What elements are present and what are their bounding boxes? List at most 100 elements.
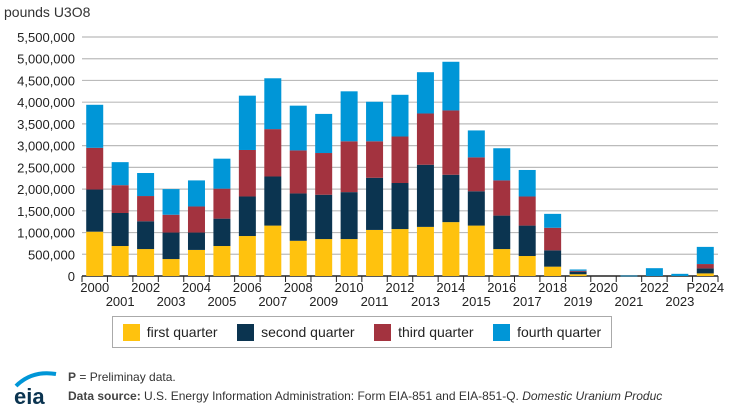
bar-segment-fourth-quarter (238, 95, 256, 150)
bar-segment-first-quarter (162, 259, 180, 276)
bar-segment-third-quarter (238, 149, 256, 197)
bar-segment-third-quarter (162, 214, 180, 233)
x-tick-label: 2006 (233, 280, 262, 295)
bar-segment-second-quarter (467, 191, 485, 226)
bar-segment-second-quarter (238, 196, 256, 237)
bar-segment-fourth-quarter (213, 158, 231, 189)
x-tick-label: 2004 (182, 280, 211, 295)
bar-segment-first-quarter (340, 239, 358, 276)
bar-segment-fourth-quarter (518, 169, 536, 197)
x-tick-label: 2012 (386, 280, 415, 295)
bar-segment-fourth-quarter (111, 162, 129, 186)
x-tick-label: 2007 (258, 294, 287, 309)
legend-item[interactable]: fourth quarter (493, 323, 601, 341)
bar-segment-fourth-quarter (696, 246, 714, 265)
y-tick-label: 2,000,000 (17, 182, 75, 197)
bar-segment-third-quarter (213, 188, 231, 219)
bar-segment-first-quarter (238, 236, 256, 276)
bar-segment-second-quarter (442, 174, 460, 223)
stacked-bar-chart: 0 500,000 1,000,000 1,500,000 2,000,000 2,500… (17, 30, 724, 309)
bar-segment-fourth-quarter (493, 148, 511, 181)
bar-segment-third-quarter (111, 185, 129, 213)
bar-segment-third-quarter (86, 147, 104, 190)
bar-segment-first-quarter (86, 231, 104, 276)
x-tick-label: 2019 (564, 294, 593, 309)
x-tick-label: 2008 (284, 280, 313, 295)
x-tick-label: 2014 (436, 280, 465, 295)
bar-segment-first-quarter (111, 246, 129, 276)
bar-segment-third-quarter (696, 264, 714, 269)
legend-label: third quarter (398, 324, 474, 340)
footer: eia P = Preliminay data. Data source: U.… (0, 366, 730, 411)
bar-segment-fourth-quarter (671, 273, 689, 276)
y-tick-label: 5,000,000 (17, 52, 75, 67)
data-source: Data source: U.S. Energy Information Adm… (68, 389, 663, 403)
bar-segment-first-quarter (442, 222, 460, 276)
legend-swatch (493, 323, 511, 341)
x-tick-label: 2000 (80, 280, 109, 295)
x-tick-label: 2023 (665, 294, 694, 309)
bar-segment-first-quarter (289, 240, 307, 276)
bar-segment-third-quarter (569, 270, 587, 272)
bar-segment-second-quarter (289, 193, 307, 241)
y-tick-label: 5,500,000 (17, 30, 75, 45)
bar-segment-third-quarter (187, 206, 205, 233)
y-tick-label: 4,000,000 (17, 95, 75, 110)
y-tick-label: 1,000,000 (17, 226, 75, 241)
bar-segment-fourth-quarter (569, 269, 587, 271)
x-tick-label: 2020 (589, 280, 618, 295)
bar-segment-fourth-quarter (620, 275, 638, 277)
preliminary-note: P = Preliminay data. (68, 370, 176, 384)
bar-segment-first-quarter (213, 246, 231, 276)
y-tick-label: 0 (68, 269, 75, 284)
legend-swatch (237, 323, 255, 341)
y-tick-label: 1,500,000 (17, 204, 75, 219)
bar-segment-third-quarter (137, 196, 155, 222)
bar-segment-fourth-quarter (315, 113, 333, 154)
legend-swatch (374, 323, 392, 341)
x-tick-label: 2003 (157, 294, 186, 309)
bar-segment-second-quarter (264, 176, 282, 226)
bar-segment-third-quarter (518, 196, 536, 226)
bar-segment-second-quarter (315, 194, 333, 240)
bar-segment-fourth-quarter (416, 72, 434, 114)
bar-segment-fourth-quarter (544, 213, 562, 228)
bar-segment-first-quarter (569, 274, 587, 276)
bar-segment-fourth-quarter (340, 91, 358, 142)
bar-segment-fourth-quarter (264, 78, 282, 130)
y-tick-label: 3,000,000 (17, 139, 75, 154)
bar-segment-first-quarter (467, 225, 485, 276)
legend-item[interactable]: first quarter (122, 323, 218, 341)
bar-segment-fourth-quarter (289, 105, 307, 151)
bar-segment-second-quarter (213, 218, 231, 247)
bar-segment-fourth-quarter (645, 268, 663, 276)
bar-segment-first-quarter (518, 256, 536, 276)
bar-segment-fourth-quarter (391, 94, 409, 137)
bar-segment-third-quarter (289, 150, 307, 194)
bar-segment-first-quarter (544, 266, 562, 276)
bar-segment-second-quarter (544, 250, 562, 267)
bar-segment-fourth-quarter (187, 180, 205, 207)
x-tick-label: 2010 (335, 280, 364, 295)
bar-segment-second-quarter (391, 183, 409, 230)
bar-segment-third-quarter (366, 141, 384, 178)
x-tick-label: 2016 (487, 280, 516, 295)
bar-segment-second-quarter (340, 192, 358, 240)
legend-item[interactable]: second quarter (237, 323, 355, 341)
legend-item[interactable]: third quarter (374, 323, 474, 341)
bar-segment-second-quarter (111, 212, 129, 247)
bar-segment-second-quarter (366, 177, 384, 230)
bar-segment-third-quarter (315, 153, 333, 195)
bar-segment-third-quarter (467, 157, 485, 192)
legend: first quarter second quarter third quarter… (112, 316, 612, 348)
x-tick-label: 2009 (309, 294, 338, 309)
bar-segment-third-quarter (493, 180, 511, 216)
bar-segment-first-quarter (391, 229, 409, 276)
x-tick-label: 2005 (207, 294, 236, 309)
svg-text:eia: eia (14, 384, 45, 408)
x-tick-label: 2002 (131, 280, 160, 295)
x-tick-label: 2001 (106, 294, 135, 309)
bar-segment-first-quarter (416, 226, 434, 276)
bar-segment-second-quarter (137, 221, 155, 250)
